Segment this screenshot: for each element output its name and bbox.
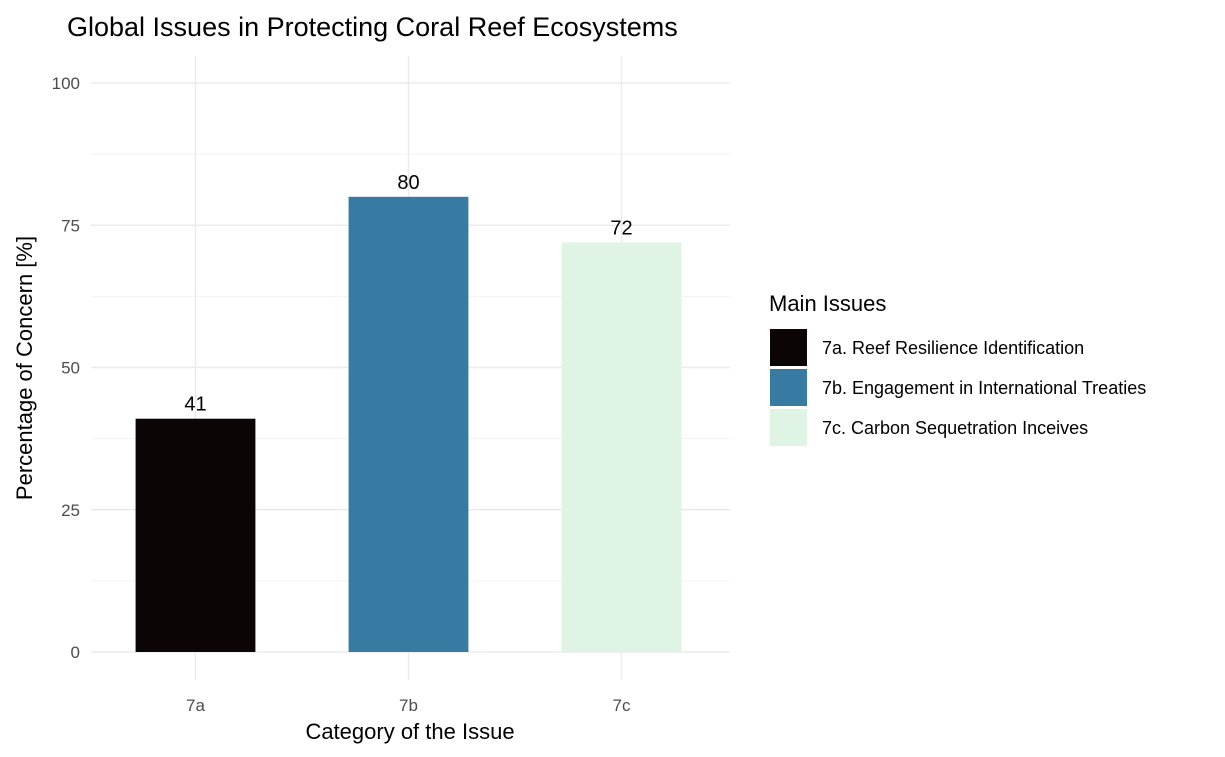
legend-key-7b (770, 369, 807, 406)
legend-title: Main Issues (769, 291, 886, 316)
y-tick-label: 50 (61, 359, 80, 378)
bar-7a (135, 418, 256, 652)
legend-key-7c (770, 409, 807, 446)
x-tick-label: 7a (186, 696, 205, 715)
y-tick-label: 75 (61, 216, 80, 235)
x-tick-label: 7b (399, 696, 418, 715)
x-axis-ticks: 7a 7b 7c (186, 696, 631, 715)
x-axis-title: Category of the Issue (305, 719, 514, 744)
legend-key-7a (770, 329, 807, 366)
x-tick-label: 7c (613, 696, 631, 715)
bar-7c (561, 242, 682, 652)
y-tick-label: 25 (61, 501, 80, 520)
legend-label-7a: 7a. Reef Resilience Identification (822, 338, 1084, 358)
bars (135, 196, 682, 653)
legend-label-7c: 7c. Carbon Sequetration Inceives (822, 418, 1088, 438)
data-labels: 41 80 72 (184, 172, 632, 416)
data-label-7b: 80 (397, 172, 419, 194)
data-label-7a: 41 (184, 394, 206, 416)
chart-title: Global Issues in Protecting Coral Reef E… (67, 12, 678, 42)
legend: Main Issues 7a. Reef Resilience Identifi… (769, 291, 1146, 446)
bar-7b (348, 196, 469, 653)
legend-items: 7a. Reef Resilience Identification 7b. En… (770, 329, 1146, 446)
data-label-7c: 72 (610, 217, 632, 239)
y-tick-label: 100 (52, 74, 80, 93)
legend-label-7b: 7b. Engagement in International Treaties (822, 378, 1146, 398)
y-axis-ticks: 0 25 50 75 100 (52, 74, 80, 662)
y-axis-title: Percentage of Concern [%] (12, 236, 37, 500)
y-tick-label: 0 (71, 643, 80, 662)
